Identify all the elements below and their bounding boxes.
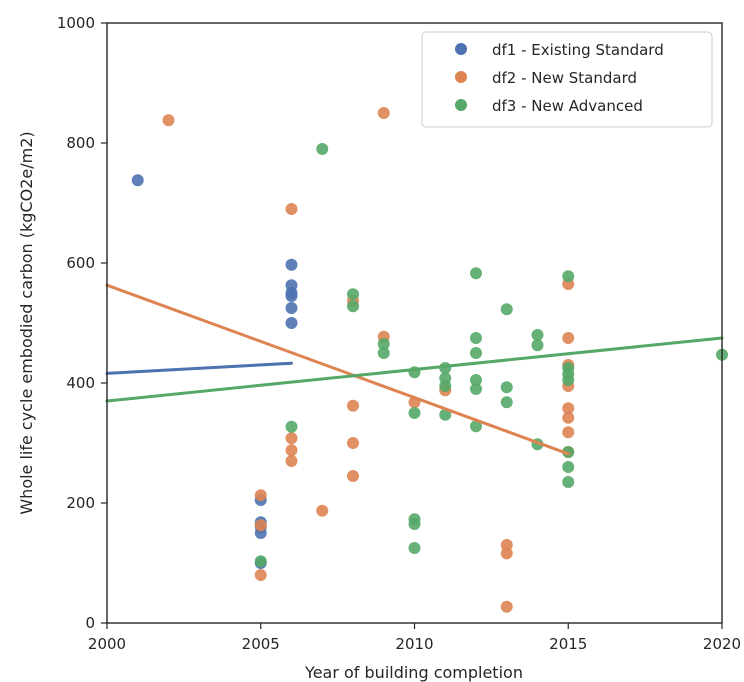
- point-df2: [562, 332, 575, 344]
- point-df3: [562, 476, 575, 488]
- point-df1: [285, 317, 298, 329]
- point-df2: [500, 539, 513, 551]
- axis-ticks: 2000 2005 2010 2015 2020 0 200 400 600 800 1000: [57, 14, 741, 653]
- point-df3: [500, 303, 513, 316]
- trendline-df1: [105, 361, 293, 375]
- point-df1: [131, 174, 144, 187]
- x-tick-label: 2000: [88, 635, 126, 653]
- x-axis-title: Year of building completion: [304, 663, 523, 682]
- x-tick-label: 2020: [703, 635, 741, 653]
- point-df3: [470, 374, 482, 386]
- y-tick-label: 0: [85, 614, 95, 632]
- point-df3: [439, 408, 452, 421]
- y-tick-label: 1000: [57, 14, 95, 32]
- trendline-df2: [105, 283, 570, 456]
- point-df3: [500, 381, 513, 394]
- trendlines-layer: [105, 283, 724, 456]
- point-df3: [254, 555, 267, 568]
- point-df3: [470, 420, 482, 433]
- y-tick-label: 800: [66, 134, 95, 152]
- x-tick-label: 2015: [549, 635, 587, 653]
- y-tick-label: 200: [66, 494, 95, 512]
- point-df1: [285, 290, 298, 302]
- y-tick-label: 400: [66, 374, 95, 392]
- point-df2: [347, 470, 359, 482]
- legend-marker-df3: [455, 99, 467, 111]
- point-df3: [531, 339, 544, 352]
- x-tick-label: 2005: [242, 635, 280, 653]
- point-df2: [347, 437, 359, 449]
- point-df2: [162, 114, 175, 127]
- point-df3: [470, 347, 482, 359]
- y-axis-title: Whole life cycle embodied carbon (kgCO2e…: [17, 131, 36, 514]
- point-df2: [562, 411, 575, 424]
- point-df2: [285, 203, 298, 215]
- point-df1: [285, 302, 298, 314]
- point-df3: [470, 332, 482, 344]
- point-df3: [347, 288, 359, 301]
- point-df2: [562, 426, 575, 439]
- point-df2: [562, 402, 575, 415]
- point-df3: [408, 407, 421, 419]
- point-df3: [562, 270, 575, 283]
- trendline-df3: [105, 336, 724, 403]
- point-df2: [500, 600, 513, 613]
- legend-label-df2: df2 - New Standard: [492, 69, 637, 87]
- point-df3: [439, 380, 452, 392]
- legend-marker-df2: [455, 71, 467, 83]
- point-df3: [500, 396, 513, 409]
- point-df3: [531, 329, 544, 341]
- point-df3: [347, 300, 359, 313]
- point-df3: [470, 383, 482, 395]
- point-df2: [254, 519, 267, 532]
- point-df2: [347, 399, 359, 412]
- x-tick-label: 2010: [395, 635, 433, 653]
- point-df2: [285, 455, 298, 467]
- point-df3: [377, 347, 390, 359]
- point-df2: [500, 547, 513, 560]
- legend-frame: [421, 31, 713, 128]
- point-df3: [470, 267, 482, 280]
- point-df3: [408, 518, 421, 530]
- legend: df1 - Existing Standard df2 - New Standa…: [421, 31, 713, 128]
- point-df3: [316, 143, 329, 155]
- points-layer: [131, 107, 728, 613]
- point-df2: [285, 444, 298, 457]
- point-df1: [285, 258, 298, 271]
- point-df3: [562, 461, 575, 473]
- point-df3: [408, 542, 421, 554]
- legend-marker-df1: [455, 43, 467, 55]
- y-tick-label: 600: [66, 254, 95, 272]
- legend-label-df1: df1 - Existing Standard: [492, 41, 664, 59]
- point-df2: [254, 569, 267, 581]
- point-df2: [285, 432, 298, 445]
- point-df3: [562, 374, 575, 386]
- point-df3: [377, 338, 390, 350]
- point-df2: [254, 489, 267, 502]
- point-df2: [377, 107, 390, 119]
- point-df3: [562, 446, 575, 458]
- point-df3: [285, 420, 298, 433]
- legend-label-df3: df3 - New Advanced: [492, 97, 643, 115]
- point-df2: [316, 504, 329, 517]
